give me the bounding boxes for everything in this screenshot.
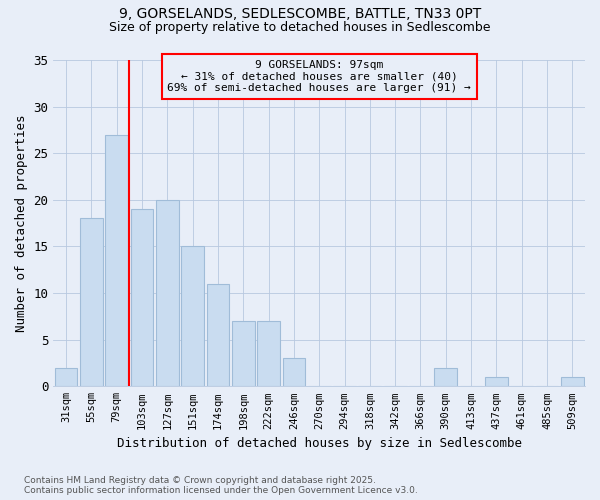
Bar — [257, 321, 280, 386]
Y-axis label: Number of detached properties: Number of detached properties — [15, 114, 28, 332]
X-axis label: Distribution of detached houses by size in Sedlescombe: Distribution of detached houses by size … — [117, 437, 522, 450]
Bar — [80, 218, 103, 386]
Text: 9, GORSELANDS, SEDLESCOMBE, BATTLE, TN33 0PT: 9, GORSELANDS, SEDLESCOMBE, BATTLE, TN33… — [119, 8, 481, 22]
Bar — [181, 246, 204, 386]
Bar — [206, 284, 229, 386]
Bar — [55, 368, 77, 386]
Bar — [232, 321, 254, 386]
Bar — [283, 358, 305, 386]
Bar — [131, 209, 154, 386]
Text: 9 GORSELANDS: 97sqm
← 31% of detached houses are smaller (40)
69% of semi-detach: 9 GORSELANDS: 97sqm ← 31% of detached ho… — [167, 60, 471, 93]
Bar — [485, 377, 508, 386]
Bar — [561, 377, 584, 386]
Bar — [156, 200, 179, 386]
Text: Contains HM Land Registry data © Crown copyright and database right 2025.
Contai: Contains HM Land Registry data © Crown c… — [24, 476, 418, 495]
Bar — [106, 134, 128, 386]
Text: Size of property relative to detached houses in Sedlescombe: Size of property relative to detached ho… — [109, 21, 491, 34]
Bar — [434, 368, 457, 386]
